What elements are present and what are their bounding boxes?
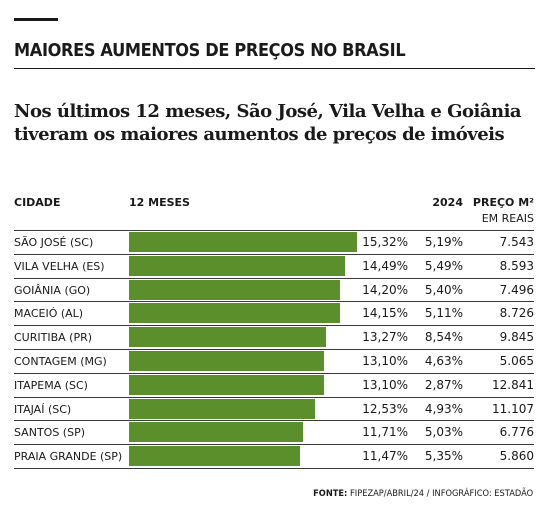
value-label-2024: 8,54% bbox=[424, 330, 463, 345]
value-label-12-months: 14,15% bbox=[362, 306, 408, 321]
city-label: SANTOS (SP) bbox=[14, 426, 85, 440]
value-label-12-months: 11,71% bbox=[362, 425, 408, 440]
city-label: MACEIÓ (AL) bbox=[14, 307, 84, 321]
value-label-12-months: 12,53% bbox=[362, 401, 408, 416]
value-label-12-months: 11,47% bbox=[362, 449, 408, 464]
city-label: PRAIA GRANDE (SP) bbox=[14, 450, 123, 464]
city-label: CONTAGEM (MG) bbox=[14, 355, 107, 368]
column-header-city: CIDADE bbox=[14, 196, 61, 209]
row-divider bbox=[14, 349, 534, 350]
value-label-price-m2: 7.543 bbox=[499, 235, 534, 249]
city-label: ITAJAÍ (SC) bbox=[14, 402, 72, 416]
bar-12-months bbox=[129, 303, 340, 324]
row-divider bbox=[14, 230, 534, 231]
value-label-price-m2: 6.776 bbox=[499, 425, 534, 440]
bar-12-months bbox=[129, 422, 303, 443]
value-label-price-m2: 8.593 bbox=[499, 258, 534, 273]
column-header-2024: 2024 bbox=[432, 196, 463, 209]
value-label-2024: 5,49% bbox=[424, 258, 463, 273]
row-divider bbox=[14, 277, 534, 279]
row-divider bbox=[14, 253, 534, 255]
value-label-12-months: 13,10% bbox=[362, 377, 408, 392]
title-rule bbox=[14, 68, 535, 69]
value-label-price-m2: 7.496 bbox=[499, 282, 534, 297]
value-label-price-m2: 12.841 bbox=[492, 377, 534, 392]
row-divider bbox=[14, 444, 534, 446]
bar-12-months bbox=[129, 279, 340, 300]
column-header-12-months: 12 MESES bbox=[129, 196, 190, 209]
bar-12-months bbox=[129, 446, 300, 467]
value-label-12-months: 14,20% bbox=[362, 282, 408, 297]
row-divider bbox=[14, 396, 534, 398]
value-label-12-months: 15,32% bbox=[362, 235, 408, 249]
city-label: VILA VELHA (ES) bbox=[14, 259, 105, 273]
value-label-2024: 5,40% bbox=[424, 282, 463, 297]
bar-12-months bbox=[129, 398, 315, 419]
source-note: FONTE: FIPEZAP/ABRIL/24 / INFOGRÁFICO: E… bbox=[313, 489, 533, 499]
column-subheader-price-unit: EM REAIS bbox=[481, 212, 534, 225]
value-label-2024: 5,19% bbox=[424, 235, 463, 249]
city-label: SÃO JOSÉ (SC) bbox=[14, 236, 94, 249]
row-divider bbox=[14, 372, 534, 374]
value-label-price-m2: 11.107 bbox=[492, 401, 534, 416]
top-rule bbox=[14, 18, 58, 21]
row-divider bbox=[14, 420, 534, 422]
city-label: GOIÂNIA (GO) bbox=[14, 283, 91, 297]
row-divider bbox=[14, 325, 534, 327]
city-label: CURITIBA (PR) bbox=[14, 331, 93, 345]
bar-12-months bbox=[129, 351, 324, 371]
city-label: ITAPEMA (SC) bbox=[14, 378, 88, 392]
source-text: FIPEZAP/ABRIL/24 / INFOGRÁFICO: ESTADÃO bbox=[349, 489, 533, 499]
bar-12-months bbox=[129, 374, 324, 395]
chart-kicker: MAIORES AUMENTOS DE PREÇOS NO BRASIL bbox=[14, 40, 406, 61]
value-label-12-months: 14,49% bbox=[362, 258, 408, 273]
value-label-12-months: 13,27% bbox=[362, 330, 408, 345]
value-label-price-m2: 8.726 bbox=[499, 306, 534, 321]
value-label-2024: 5,35% bbox=[424, 449, 463, 464]
value-label-2024: 4,93% bbox=[424, 401, 463, 416]
value-label-price-m2: 5.065 bbox=[499, 354, 534, 368]
value-label-price-m2: 9.845 bbox=[499, 330, 534, 345]
row-divider bbox=[14, 301, 534, 303]
bar-12-months bbox=[129, 255, 345, 276]
bar-12-months bbox=[129, 327, 326, 348]
source-label: FONTE: bbox=[313, 489, 348, 499]
value-label-2024: 2,87% bbox=[424, 377, 463, 392]
value-label-price-m2: 5.860 bbox=[499, 449, 534, 464]
value-label-12-months: 13,10% bbox=[362, 354, 408, 368]
value-label-2024: 4,63% bbox=[424, 354, 463, 368]
column-header-price: PREÇO M² bbox=[472, 196, 534, 209]
value-label-2024: 5,11% bbox=[424, 306, 463, 321]
row-divider bbox=[14, 468, 534, 469]
bar-12-months bbox=[129, 232, 357, 252]
chart-headline: Nos últimos 12 meses, São José, Vila Vel… bbox=[14, 101, 522, 145]
value-label-2024: 5,03% bbox=[424, 425, 463, 440]
